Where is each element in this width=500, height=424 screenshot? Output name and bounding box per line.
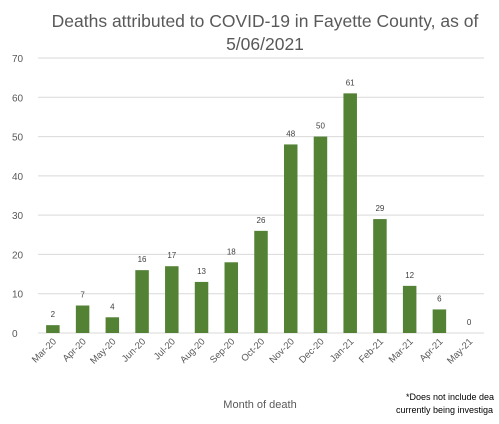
chart-title-line-2: 5/06/2021 (226, 34, 304, 54)
x-tick-label-Oct-20: Oct-20 (239, 336, 267, 364)
data-label-Aug-20: 13 (197, 267, 206, 276)
x-tick-label-Feb-21: Feb-21 (357, 336, 386, 365)
data-label-Dec-20: 50 (316, 122, 325, 131)
y-tick-label-20: 20 (12, 250, 24, 261)
y-tick-label-0: 0 (12, 329, 18, 340)
bar-Mar-20 (46, 325, 60, 333)
x-tick-label-Nov-20: Nov-20 (267, 336, 296, 365)
data-label-Oct-20: 26 (257, 216, 266, 225)
y-tick-labels: 0 10 20 30 40 50 60 70 (12, 54, 24, 340)
x-tick-label-Sep-20: Sep-20 (208, 336, 237, 365)
bar-Mar-21 (402, 285, 417, 333)
bar-value-labels: 2 7 4 16 17 13 18 26 48 50 61 29 12 6 0 (51, 78, 472, 327)
y-tick-label-40: 40 (12, 172, 24, 183)
data-label-Jan-21: 61 (346, 78, 355, 87)
y-tick-label-30: 30 (12, 211, 24, 222)
footnote-line-1: *Does not include dea (406, 392, 495, 402)
x-tick-label-Apr-20: Apr-20 (61, 336, 89, 364)
x-tick-label-Mar-20: Mar-20 (30, 336, 59, 365)
bar-Jun-20 (135, 270, 149, 333)
bar-Apr-20 (75, 305, 90, 333)
x-tick-label-Mar-21: Mar-21 (387, 336, 416, 365)
x-tick-label-Jul-20: Jul-20 (152, 336, 178, 362)
bar-Sep-20 (224, 262, 239, 333)
y-tick-label-60: 60 (12, 93, 24, 104)
x-tick-label-Jan-21: Jan-21 (328, 336, 356, 364)
x-tick-label-May-20: May-20 (88, 336, 118, 366)
y-tick-label-50: 50 (12, 133, 24, 144)
footnote: *Does not include dea currently being in… (396, 391, 500, 416)
x-tick-label-Apr-21: Apr-21 (418, 336, 446, 364)
chart-title: Deaths attributed to COVID-19 in Fayette… (0, 10, 500, 56)
bar-Apr-21 (432, 309, 447, 333)
data-label-Apr-21: 6 (437, 294, 442, 303)
data-label-May-21: 0 (467, 318, 472, 327)
x-tick-label-May-21: May-21 (445, 336, 475, 366)
bar-May-20 (105, 317, 120, 333)
chart-title-line-1: Deaths attributed to COVID-19 in Fayette… (51, 11, 479, 31)
x-tick-labels: Mar-20 Apr-20 May-20 Jun-20 Jul-20 Aug-20 Sep-… (30, 336, 475, 366)
x-tick-label-Dec-20: Dec-20 (297, 336, 326, 365)
bar-Jan-21 (343, 93, 357, 333)
data-label-Mar-21: 12 (405, 271, 414, 280)
x-tick-label-Jun-20: Jun-20 (120, 336, 148, 364)
data-label-Jun-20: 16 (138, 255, 147, 264)
bar-Jul-20 (165, 266, 179, 333)
bar-Nov-20 (283, 144, 298, 333)
bars (46, 93, 447, 333)
bar-Oct-20 (254, 230, 268, 333)
data-label-Feb-21: 29 (375, 204, 384, 213)
bar-Feb-21 (373, 219, 387, 333)
data-label-Apr-20: 7 (80, 291, 85, 300)
data-label-May-20: 4 (110, 302, 115, 311)
footnote-line-2: currently being investiga (396, 404, 494, 415)
x-axis-title: Month of death (223, 399, 297, 411)
data-label-Mar-20: 2 (51, 310, 56, 319)
data-label-Sep-20: 18 (227, 247, 236, 256)
y-tick-label-10: 10 (12, 290, 24, 301)
bar-Dec-20 (313, 136, 328, 333)
bar-Aug-20 (194, 281, 209, 333)
x-tick-label-Aug-20: Aug-20 (178, 336, 207, 365)
y-tick-label-70: 70 (12, 54, 24, 65)
data-label-Jul-20: 17 (167, 251, 176, 260)
data-label-Nov-20: 48 (286, 129, 295, 138)
